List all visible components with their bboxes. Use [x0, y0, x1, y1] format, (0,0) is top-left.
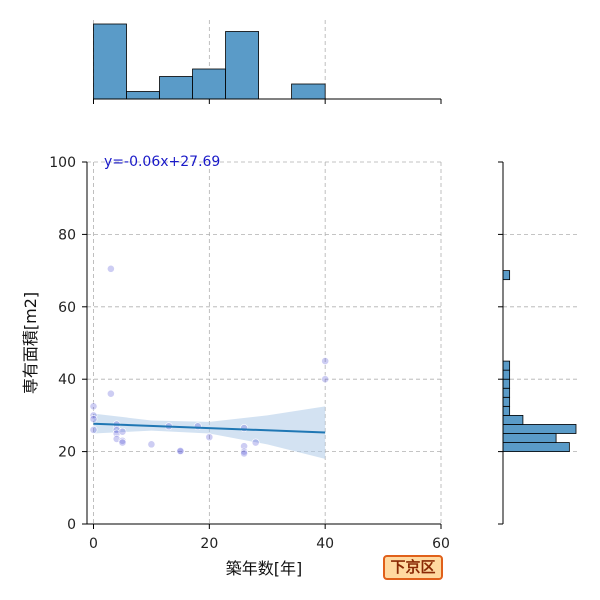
- right-hist-bar-9: [502, 360, 511, 371]
- y-axis-label: 専有面積[m2]: [21, 292, 40, 394]
- data-point-9: [112, 435, 121, 443]
- regression-equation: y=-0.06x+27.69: [104, 154, 220, 170]
- data-point-5: [106, 389, 115, 398]
- top-hist-bar-4: [225, 31, 259, 100]
- top-hist-bar-6: [291, 83, 326, 100]
- data-point-16: [176, 446, 185, 455]
- y-tick-label-60: 60: [58, 300, 76, 316]
- right-hist-bar-4: [502, 405, 511, 416]
- data-point-1: [89, 415, 98, 423]
- x-tick-label-40: 40: [316, 536, 334, 552]
- right-hist-bar-2: [502, 424, 577, 434]
- x-tick-label-0: 0: [89, 536, 98, 552]
- confidence-band: [93, 406, 326, 459]
- data-point-25: [321, 375, 330, 384]
- data-point-13: [147, 440, 156, 449]
- right-hist-bar-3: [502, 414, 524, 425]
- y-tick-label-20: 20: [58, 445, 76, 461]
- data-point-3: [89, 425, 98, 434]
- data-point-4: [106, 264, 115, 273]
- data-point-18: [205, 433, 214, 442]
- top-hist-bar-2: [159, 76, 193, 100]
- regression-line: [93, 422, 326, 434]
- y-tick-label-80: 80: [58, 227, 76, 243]
- region-badge: 下京区: [383, 555, 443, 580]
- right-hist-bar-0: [502, 442, 570, 452]
- data-point-8: [112, 429, 121, 438]
- top-hist-bar-0: [93, 23, 127, 100]
- x-ticks: 0 20 40 60: [89, 524, 450, 552]
- right-hist-bar-7: [502, 378, 511, 389]
- x-axis-label: 築年数[年]: [226, 559, 303, 578]
- y-tick-label-40: 40: [58, 372, 76, 388]
- data-point-22: [240, 449, 248, 458]
- data-point-11: [118, 438, 127, 447]
- right-hist-bar-1: [502, 433, 557, 443]
- data-point-12: [118, 427, 127, 436]
- x-tick-label-20: 20: [200, 536, 218, 552]
- right-hist-bar-5: [502, 396, 511, 407]
- data-point-17: [193, 422, 202, 431]
- data-point-21: [240, 447, 248, 456]
- top-hist-bar-1: [126, 91, 160, 100]
- data-point-10: [118, 436, 127, 445]
- data-point-2: [89, 402, 98, 411]
- top-hist-ticks: [93, 99, 442, 104]
- right-hist-bar-6: [502, 387, 511, 398]
- top-hist-bar-3: [192, 68, 226, 100]
- y-tick-label-100: 100: [49, 155, 76, 171]
- right-histogram: [502, 270, 577, 452]
- right-hist-bar-8: [502, 369, 511, 380]
- scatter-points: [89, 264, 330, 458]
- data-point-23: [251, 438, 260, 447]
- right-hist-bar-11: [502, 270, 511, 281]
- y-ticks: 0 20 40 60 80 100: [49, 155, 87, 533]
- x-tick-label-60: 60: [432, 536, 450, 552]
- data-point-19: [240, 424, 248, 432]
- right-hist-ticks: [498, 161, 503, 525]
- main-grid: [87, 161, 442, 524]
- y-tick-label-0: 0: [67, 517, 76, 533]
- data-point-24: [321, 357, 330, 365]
